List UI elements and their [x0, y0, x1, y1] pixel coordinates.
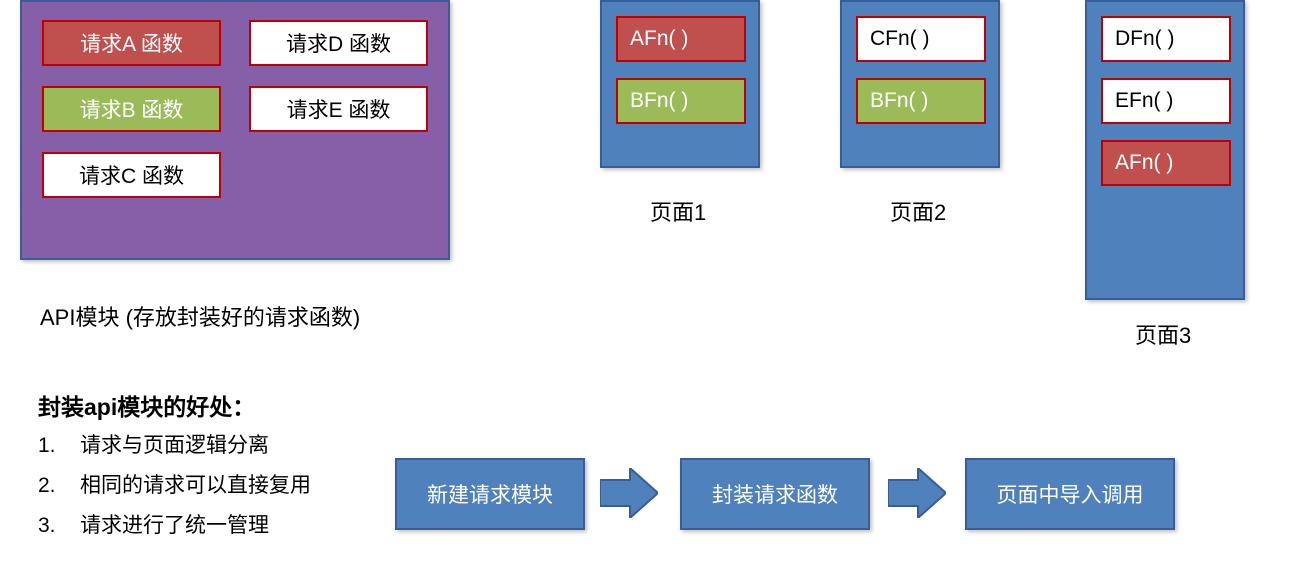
- api-fn-a: 请求A 函数: [42, 20, 221, 66]
- page2-fn-b: BFn( ): [856, 78, 986, 124]
- page3-fn-a: AFn( ): [1101, 140, 1231, 186]
- page3-fn-e: EFn( ): [1101, 78, 1231, 124]
- flow-arrow-2: [888, 468, 946, 518]
- api-module-box: 请求A 函数 请求D 函数 请求B 函数 请求E 函数 请求C 函数: [20, 0, 450, 260]
- page2-caption: 页面2: [890, 195, 946, 227]
- benefit-item-2: 2.相同的请求可以直接复用: [38, 466, 311, 506]
- page1-fn-b: BFn( ): [616, 78, 746, 124]
- page2-fn-c: CFn( ): [856, 16, 986, 62]
- flow-step-3: 页面中导入调用: [965, 458, 1175, 530]
- benefits-list: 1.请求与页面逻辑分离 2.相同的请求可以直接复用 3.请求进行了统一管理: [38, 426, 311, 546]
- page1-caption: 页面1: [650, 195, 706, 227]
- api-module-caption: API模块 (存放封装好的请求函数): [40, 300, 360, 332]
- page3-caption: 页面3: [1135, 318, 1191, 350]
- api-fn-e: 请求E 函数: [249, 86, 428, 132]
- page3-fn-d: DFn( ): [1101, 16, 1231, 62]
- api-fn-c: 请求C 函数: [42, 152, 221, 198]
- benefit-item-1: 1.请求与页面逻辑分离: [38, 426, 311, 466]
- flow-arrow-1: [600, 468, 658, 518]
- api-fn-d: 请求D 函数: [249, 20, 428, 66]
- benefits-title: 封装api模块的好处：: [38, 388, 255, 422]
- page2-box: CFn( ) BFn( ): [840, 0, 1000, 168]
- flow-step-2: 封装请求函数: [680, 458, 870, 530]
- api-fn-b: 请求B 函数: [42, 86, 221, 132]
- api-function-grid: 请求A 函数 请求D 函数 请求B 函数 请求E 函数 请求C 函数: [42, 20, 428, 198]
- page1-box: AFn( ) BFn( ): [600, 0, 760, 168]
- page1-fn-a: AFn( ): [616, 16, 746, 62]
- page3-box: DFn( ) EFn( ) AFn( ): [1085, 0, 1245, 300]
- flow-step-1: 新建请求模块: [395, 458, 585, 530]
- benefit-item-3: 3.请求进行了统一管理: [38, 506, 311, 546]
